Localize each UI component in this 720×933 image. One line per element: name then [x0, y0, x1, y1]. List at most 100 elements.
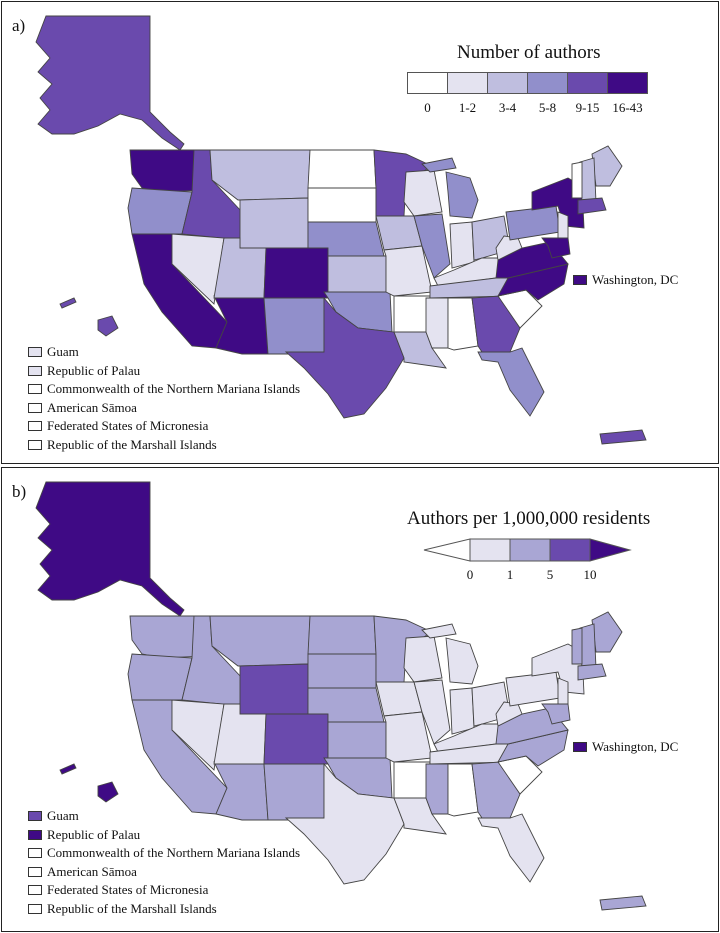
region-wi — [403, 169, 443, 217]
region-ks — [327, 255, 387, 293]
scale-segment — [549, 538, 591, 562]
scale-label: 1-2 — [458, 100, 477, 115]
region-or — [127, 187, 193, 235]
legend-title: Number of authors — [457, 42, 601, 63]
region-hawaii — [59, 763, 119, 803]
region-il — [413, 213, 451, 279]
scale-segment — [469, 538, 511, 562]
territory-label: Republic of the Marshall Islands — [47, 900, 217, 916]
region-mt — [209, 149, 311, 201]
region-tx — [284, 296, 405, 419]
scale-swatch — [407, 72, 448, 94]
scale-tick: 0 — [466, 567, 474, 582]
scale-label: 0 — [424, 100, 431, 115]
panel-label: b) — [12, 482, 27, 501]
territory-label: Commonwealth of the Northern Mariana Isl… — [47, 381, 301, 397]
region-ms — [425, 763, 449, 815]
region-alaska — [35, 481, 185, 617]
region-nj — [557, 211, 569, 241]
territory-label: Guam — [47, 344, 79, 360]
us-map-authors — [35, 15, 647, 445]
territory-label: Commonwealth of the Northern Mariana Isl… — [47, 845, 301, 861]
territory-swatch — [28, 866, 42, 877]
region-ma — [577, 197, 607, 215]
region-vt — [571, 627, 583, 665]
us-map-per-capita — [35, 481, 647, 911]
region-nj — [557, 677, 569, 707]
territory-row: Republic of the Marshall Islands — [28, 900, 300, 919]
scale-segment — [589, 538, 632, 562]
territory-row: Guam — [28, 343, 300, 362]
region-nd — [307, 149, 377, 189]
region-puerto-rico — [599, 429, 647, 445]
region-or — [127, 653, 193, 701]
region-fl — [477, 813, 545, 883]
region-ar — [393, 295, 431, 333]
panel-authors-per-million: b) Authors per 1,000,000 residents 0 1 5 10… — [1, 467, 719, 932]
territory-swatch — [28, 347, 42, 358]
region-pa — [505, 671, 561, 707]
region-co — [263, 247, 329, 299]
scale-swatch — [447, 72, 488, 94]
region-nv — [171, 699, 225, 771]
region-fl — [477, 347, 545, 417]
dc-swatch — [573, 742, 587, 752]
region-ny — [531, 177, 585, 229]
scale-label: 5-8 — [538, 100, 557, 115]
scale-segment — [509, 538, 551, 562]
scale-tick: 1 — [506, 567, 514, 582]
color-scale — [407, 72, 648, 94]
region-me — [591, 145, 623, 187]
territory-swatch — [28, 421, 42, 432]
region-nd — [307, 615, 377, 655]
dc-label: Washington, DC — [592, 272, 679, 287]
scale-label: 9-15 — [575, 100, 600, 115]
scale-swatch — [487, 72, 528, 94]
territory-row: Commonwealth of the Northern Mariana Isl… — [28, 380, 300, 399]
territory-label: Federated States of Micronesia — [47, 418, 209, 434]
region-in — [449, 687, 475, 735]
region-ar — [393, 761, 431, 799]
region-al — [447, 297, 479, 351]
territory-label: Republic of Palau — [47, 362, 141, 378]
scale-swatch — [567, 72, 608, 94]
color-scale-arrow — [423, 538, 632, 562]
region-vt — [571, 161, 583, 199]
region-nv — [171, 233, 225, 305]
territory-row: Federated States of Micronesia — [28, 417, 300, 436]
territory-swatch — [28, 402, 42, 413]
territory-swatch — [28, 811, 42, 822]
region-pa — [505, 205, 561, 241]
dc-swatch — [573, 275, 587, 285]
region-il — [413, 679, 451, 745]
region-co — [263, 713, 329, 765]
legend-title: Authors per 1,000,000 residents — [407, 508, 651, 529]
region-mi — [421, 157, 479, 219]
region-alaska — [35, 15, 185, 151]
territory-swatch — [28, 848, 42, 859]
region-md — [541, 703, 571, 725]
dc-label: Washington, DC — [592, 739, 679, 754]
region-md — [541, 237, 571, 259]
territory-swatch — [28, 384, 42, 395]
territory-label: American Sāmoa — [47, 863, 137, 879]
region-puerto-rico — [599, 895, 647, 911]
region-sd — [307, 653, 377, 689]
scale-swatch — [527, 72, 568, 94]
territory-swatch — [28, 439, 42, 450]
region-ms — [425, 297, 449, 349]
panel-label: a) — [12, 16, 26, 35]
dc-legend: Washington, DC — [573, 272, 678, 288]
territory-label: Republic of Palau — [47, 826, 141, 842]
scale-label: 16-43 — [612, 100, 643, 115]
territory-swatch — [28, 829, 42, 840]
territory-swatch — [28, 885, 42, 896]
territory-row: American Sāmoa — [28, 399, 300, 418]
region-tx — [284, 762, 405, 885]
region-al — [447, 763, 479, 817]
region-ny — [531, 643, 585, 695]
territory-row: Republic of Palau — [28, 362, 300, 381]
region-wy — [239, 197, 309, 249]
scale-segment — [423, 538, 471, 562]
territory-legend: Guam Republic of Palau Commonwealth of the… — [28, 343, 300, 454]
